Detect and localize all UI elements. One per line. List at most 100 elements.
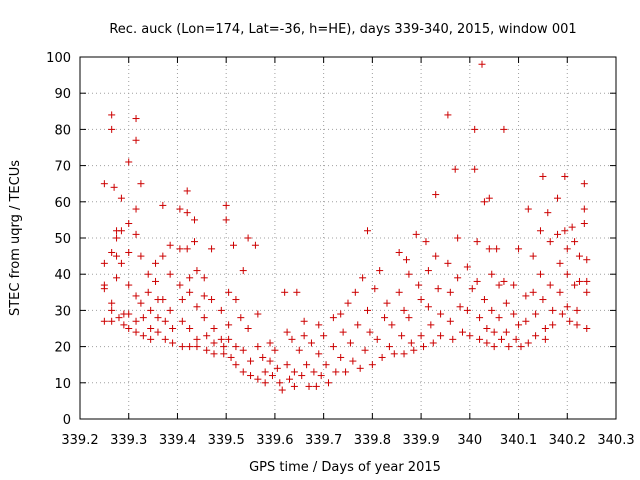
data-point bbox=[152, 277, 160, 285]
data-point bbox=[342, 368, 350, 376]
data-point bbox=[307, 339, 315, 347]
data-point bbox=[329, 314, 337, 322]
data-point bbox=[561, 172, 569, 180]
data-point bbox=[429, 339, 437, 347]
data-point bbox=[125, 248, 133, 256]
data-point bbox=[575, 277, 583, 285]
data-point bbox=[125, 158, 133, 166]
data-point bbox=[108, 248, 116, 256]
data-point bbox=[556, 288, 564, 296]
data-point bbox=[193, 303, 201, 311]
data-point bbox=[100, 180, 108, 188]
data-point bbox=[117, 194, 125, 202]
data-point bbox=[432, 252, 440, 260]
data-point bbox=[200, 314, 208, 322]
data-point bbox=[485, 194, 493, 202]
data-point bbox=[446, 288, 454, 296]
data-point bbox=[271, 346, 279, 354]
x-tick-label: 340.1 bbox=[500, 433, 537, 448]
data-point bbox=[108, 299, 116, 307]
data-point bbox=[473, 277, 481, 285]
data-point bbox=[363, 306, 371, 314]
data-point bbox=[541, 335, 549, 343]
data-point bbox=[266, 357, 274, 365]
data-point bbox=[100, 285, 108, 293]
data-point bbox=[295, 346, 303, 354]
data-point bbox=[310, 368, 318, 376]
data-point bbox=[210, 339, 218, 347]
data-point bbox=[583, 325, 591, 332]
y-tick-label: 20 bbox=[54, 341, 71, 356]
data-point bbox=[200, 274, 208, 282]
data-point bbox=[108, 111, 116, 119]
data-point bbox=[281, 288, 289, 296]
y-tick-label: 80 bbox=[54, 123, 71, 138]
x-tick-labels: 339.2 339.3 339.4 339.5 339.6 339.7 339.8 339.9… bbox=[61, 433, 634, 448]
x-tick-label: 339.4 bbox=[159, 433, 196, 448]
data-point bbox=[500, 125, 508, 133]
data-point bbox=[132, 317, 140, 325]
data-point bbox=[571, 238, 579, 246]
data-point bbox=[480, 296, 488, 304]
data-point bbox=[400, 350, 408, 358]
data-point bbox=[415, 281, 423, 289]
grid-lines bbox=[80, 57, 616, 419]
data-point bbox=[454, 234, 462, 242]
data-point bbox=[161, 317, 169, 325]
y-tick-label: 40 bbox=[54, 268, 71, 283]
data-point bbox=[210, 325, 218, 332]
data-point bbox=[132, 328, 140, 336]
data-point bbox=[385, 343, 393, 351]
data-point bbox=[125, 310, 133, 318]
data-point bbox=[244, 325, 252, 332]
data-point bbox=[536, 227, 544, 235]
data-point bbox=[539, 172, 547, 180]
data-point bbox=[227, 353, 235, 361]
data-point bbox=[154, 328, 162, 336]
data-point bbox=[424, 267, 432, 275]
data-point bbox=[558, 310, 566, 318]
data-point bbox=[549, 306, 557, 314]
x-tick-label: 339.5 bbox=[208, 433, 245, 448]
data-point bbox=[473, 238, 481, 246]
data-point bbox=[225, 321, 233, 329]
data-point bbox=[383, 299, 391, 307]
data-point bbox=[339, 328, 347, 336]
data-point bbox=[222, 201, 230, 209]
data-point bbox=[368, 361, 376, 369]
data-point bbox=[497, 335, 505, 343]
data-point bbox=[502, 299, 510, 307]
data-point bbox=[132, 230, 140, 238]
data-point bbox=[437, 310, 445, 318]
data-point bbox=[254, 310, 262, 318]
x-tick-label: 339.8 bbox=[354, 433, 391, 448]
data-point bbox=[132, 136, 140, 144]
data-point bbox=[322, 361, 330, 369]
data-point bbox=[247, 357, 255, 365]
data-point bbox=[580, 180, 588, 188]
data-point bbox=[261, 368, 269, 376]
plot-frame bbox=[79, 56, 617, 420]
data-point bbox=[549, 321, 557, 329]
data-point bbox=[463, 306, 471, 314]
data-point bbox=[405, 270, 413, 278]
y-tick-labels: 0 10 20 30 40 50 60 70 80 90 100 bbox=[46, 51, 71, 428]
data-point bbox=[247, 372, 255, 380]
data-point bbox=[132, 292, 140, 300]
data-point bbox=[166, 241, 174, 249]
data-point bbox=[573, 321, 581, 329]
x-tick-label: 339.9 bbox=[402, 433, 439, 448]
data-point bbox=[451, 165, 459, 173]
data-point bbox=[120, 321, 128, 329]
data-point bbox=[237, 314, 245, 322]
data-point bbox=[100, 317, 108, 325]
data-point bbox=[166, 306, 174, 314]
data-point bbox=[583, 288, 591, 296]
data-point bbox=[488, 270, 496, 278]
data-point bbox=[137, 180, 145, 188]
data-point bbox=[147, 306, 155, 314]
data-point bbox=[144, 288, 152, 296]
data-point bbox=[444, 259, 452, 267]
data-point bbox=[315, 350, 323, 358]
data-point bbox=[417, 296, 425, 304]
